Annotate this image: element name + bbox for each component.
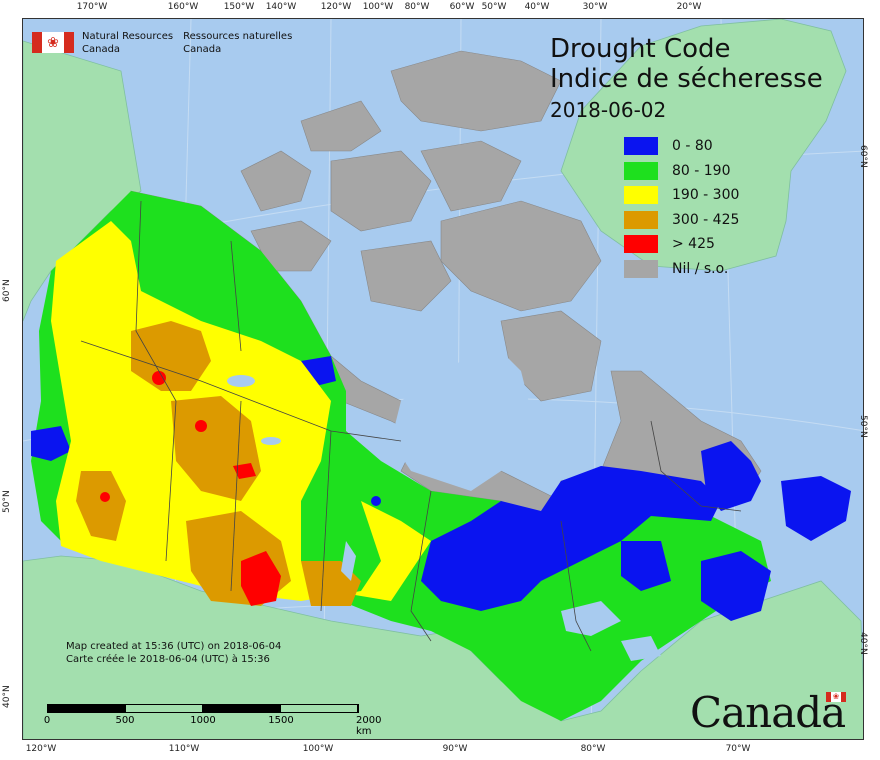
scale-bar: 0 500 1000 1500 2000 km bbox=[43, 704, 407, 737]
tick-left: 40°N bbox=[2, 685, 12, 708]
tick-top: 20°W bbox=[676, 2, 702, 12]
tick-left: 50°N bbox=[2, 490, 12, 513]
tick-bottom: 100°W bbox=[302, 744, 334, 754]
canada-wordmark: Canada bbox=[690, 688, 846, 737]
legend-label: 300 - 425 bbox=[672, 211, 740, 228]
map-title: Drought Code Indice de sécheresse 2018-0… bbox=[550, 34, 823, 124]
legend-label: Nil / s.o. bbox=[672, 260, 729, 277]
tick-top: 40°W bbox=[524, 2, 550, 12]
legend: 0 - 80 80 - 190 190 - 300 300 - 425 > 42… bbox=[624, 134, 739, 281]
agency-fr-line1: Ressources naturelles bbox=[183, 31, 293, 42]
agency-signature: ❀ Natural Resources Canada Ressources na… bbox=[32, 30, 302, 56]
scale-label: 2000 km bbox=[356, 715, 382, 737]
legend-label: > 425 bbox=[672, 236, 715, 253]
tick-top: 170°W bbox=[76, 2, 108, 12]
tick-right: 40°N bbox=[858, 632, 868, 655]
legend-label: 80 - 190 bbox=[672, 162, 731, 179]
tick-bottom: 110°W bbox=[168, 744, 200, 754]
scale-label: 0 bbox=[43, 715, 51, 726]
provincial-boundaries bbox=[80, 200, 742, 652]
legend-swatch bbox=[624, 210, 658, 229]
title-en: Drought Code bbox=[550, 34, 731, 64]
tick-bottom: 70°W bbox=[725, 744, 751, 754]
tick-bottom: 120°W bbox=[25, 744, 57, 754]
legend-swatch bbox=[624, 235, 658, 254]
arctic-islands bbox=[240, 50, 602, 402]
agency-name-en: Natural Resources Canada bbox=[82, 30, 173, 56]
tick-right: 50°N bbox=[858, 415, 868, 438]
note-created-en: Map created at 15:36 (UTC) on 2018-06-04 bbox=[66, 641, 282, 652]
tick-top: 80°W bbox=[404, 2, 430, 12]
legend-swatch bbox=[624, 186, 658, 205]
legend-item: 300 - 425 bbox=[624, 208, 739, 233]
legend-swatch bbox=[624, 259, 658, 278]
zone-0-80 bbox=[31, 356, 851, 621]
tick-right: 60°N bbox=[858, 145, 868, 168]
wordmark-flag-icon: ❀ bbox=[826, 692, 846, 702]
scale-labels: 0 500 1000 1500 2000 km bbox=[43, 713, 407, 737]
greenland bbox=[560, 19, 847, 272]
agency-name-fr: Ressources naturelles Canada bbox=[183, 30, 292, 56]
tick-bottom: 90°W bbox=[442, 744, 468, 754]
tick-bottom: 80°W bbox=[580, 744, 606, 754]
tick-top: 150°W bbox=[223, 2, 255, 12]
note-created-fr: Carte créée le 2018-06-04 (UTC) à 15:36 bbox=[66, 654, 270, 665]
tick-top: 50°W bbox=[481, 2, 507, 12]
tick-top: 160°W bbox=[167, 2, 199, 12]
tick-top: 30°W bbox=[582, 2, 608, 12]
legend-swatch bbox=[624, 161, 658, 180]
agency-en-line2: Canada bbox=[82, 44, 121, 55]
legend-swatch bbox=[624, 137, 658, 156]
zone-300-425 bbox=[76, 321, 361, 606]
lakes bbox=[227, 375, 661, 661]
tick-top: 120°W bbox=[320, 2, 352, 12]
drought-code-map[interactable] bbox=[22, 18, 864, 740]
title-fr: Indice de sécheresse bbox=[550, 64, 823, 94]
legend-item: 190 - 300 bbox=[624, 183, 739, 208]
scale-label: 1500 bbox=[268, 715, 294, 726]
map-notes: Map created at 15:36 (UTC) on 2018-06-04… bbox=[66, 640, 281, 666]
scale-label: 500 bbox=[115, 715, 135, 726]
legend-label: 0 - 80 bbox=[672, 138, 713, 155]
agency-fr-line2: Canada bbox=[183, 44, 222, 55]
zone-above-425 bbox=[100, 371, 281, 606]
zone-190-300 bbox=[51, 221, 431, 601]
zone-80-190 bbox=[31, 191, 771, 721]
hudson-bay bbox=[391, 351, 531, 491]
tick-left: 60°N bbox=[2, 279, 12, 302]
scale-label: 1000 bbox=[190, 715, 216, 726]
legend-item: Nil / s.o. bbox=[624, 257, 739, 282]
tick-top: 100°W bbox=[362, 2, 394, 12]
agency-en-line1: Natural Resources bbox=[82, 31, 174, 42]
legend-item: 80 - 190 bbox=[624, 159, 739, 184]
legend-label: 190 - 300 bbox=[672, 187, 740, 204]
tick-top: 60°W bbox=[449, 2, 475, 12]
legend-item: > 425 bbox=[624, 232, 739, 257]
scale-track bbox=[47, 704, 359, 713]
map-date: 2018-06-02 bbox=[550, 98, 667, 122]
tick-top: 140°W bbox=[265, 2, 297, 12]
legend-item: 0 - 80 bbox=[624, 134, 739, 159]
canada-flag-icon: ❀ bbox=[32, 32, 74, 53]
